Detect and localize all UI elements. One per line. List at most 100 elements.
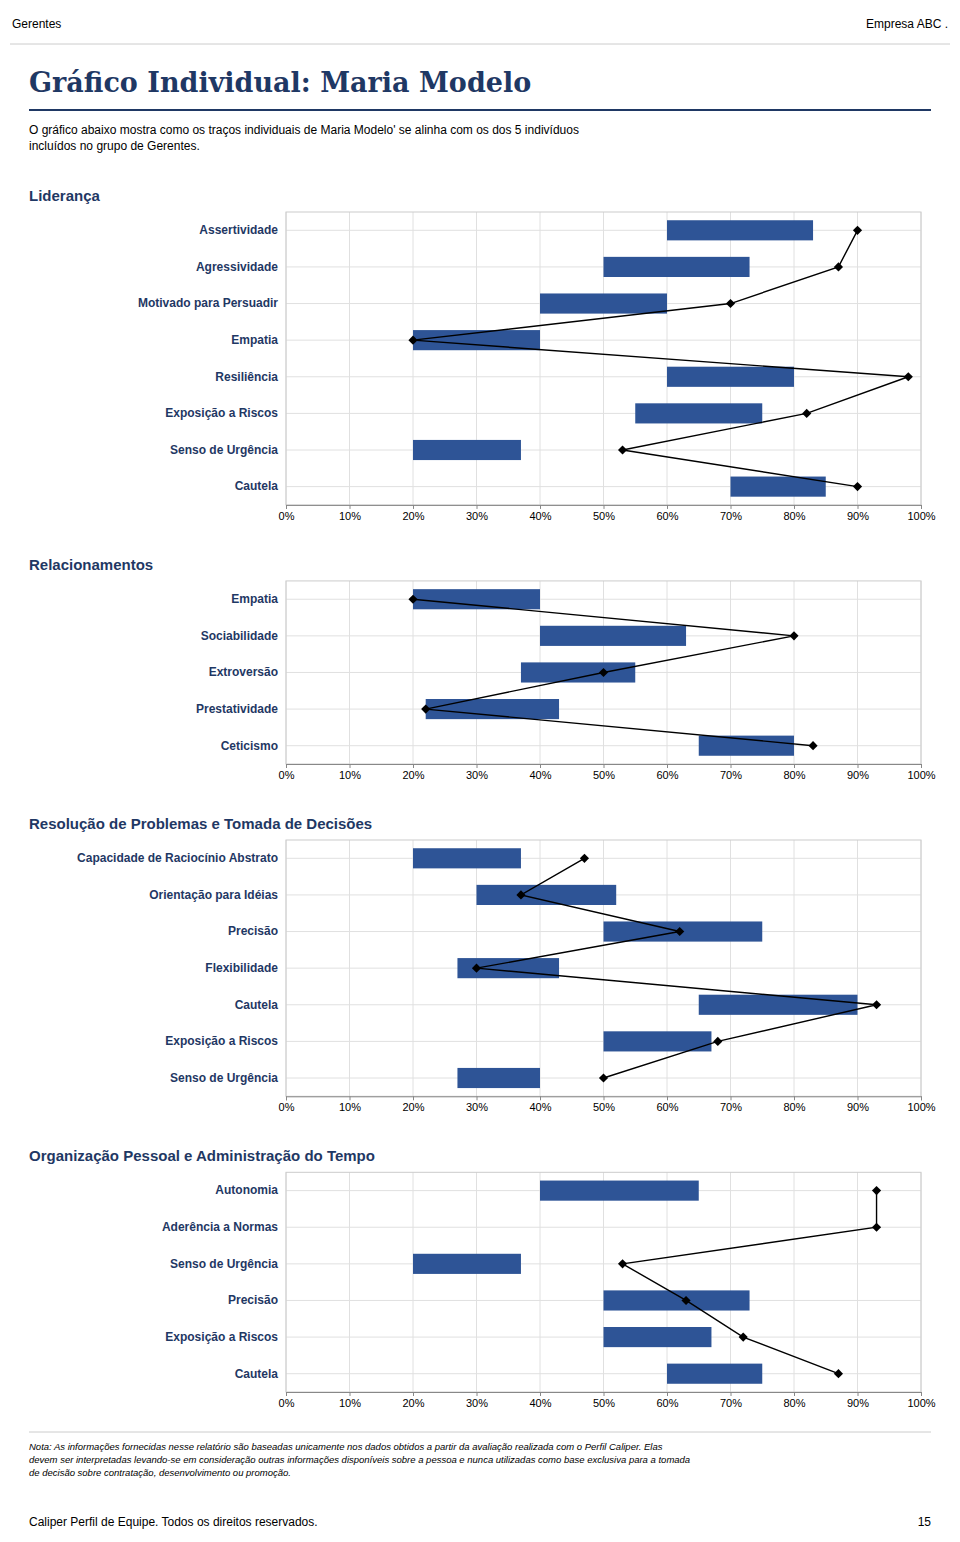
range-bar bbox=[413, 848, 521, 868]
x-tick: 80% bbox=[783, 764, 805, 781]
x-tick-label: 40% bbox=[529, 1101, 551, 1113]
range-bar bbox=[521, 662, 635, 682]
x-tick-label: 0% bbox=[279, 510, 295, 522]
diamond-marker bbox=[834, 1369, 843, 1378]
x-tick-mark bbox=[286, 764, 287, 768]
footer-note-line: Nota: As informações fornecidas nesse re… bbox=[29, 1441, 663, 1452]
diamond-marker bbox=[802, 409, 811, 418]
range-bar bbox=[604, 257, 750, 277]
x-tick-label: 70% bbox=[720, 1397, 742, 1409]
x-tick-mark bbox=[858, 1392, 859, 1396]
x-tick-mark bbox=[858, 505, 859, 509]
header-rule bbox=[10, 44, 950, 45]
grid-line-y bbox=[286, 1227, 921, 1228]
range-bar bbox=[667, 220, 813, 240]
x-tick: 50% bbox=[593, 505, 615, 522]
category-label: Motivado para Persuadir bbox=[138, 296, 278, 310]
title-rule bbox=[29, 109, 931, 111]
x-tick: 60% bbox=[656, 505, 678, 522]
y-axis: Capacidade de Raciocínio AbstratoOrienta… bbox=[77, 851, 278, 1085]
y-tick: Empatia bbox=[231, 592, 278, 606]
x-tick: 60% bbox=[656, 1392, 678, 1409]
x-tick: 80% bbox=[783, 505, 805, 522]
category-label: Exposição a Riscos bbox=[165, 1034, 278, 1048]
x-tick: 60% bbox=[656, 764, 678, 781]
diamond-marker bbox=[872, 1186, 881, 1195]
x-tick-mark bbox=[667, 505, 668, 509]
grid-line-x bbox=[603, 1172, 604, 1392]
grid-line-x bbox=[413, 212, 414, 505]
x-tick: 10% bbox=[339, 1096, 361, 1113]
x-tick-label: 50% bbox=[593, 1397, 615, 1409]
x-axis: 0%10%20%30%40%50%60%70%80%90%100% bbox=[279, 764, 936, 781]
x-axis-line bbox=[287, 1097, 922, 1101]
grid-line-x bbox=[476, 212, 477, 505]
diamond-line bbox=[623, 1191, 877, 1374]
footer-note-line: devem ser interpretadas levando-se em co… bbox=[29, 1454, 690, 1465]
diamond-marker bbox=[408, 336, 417, 345]
diamond-marker bbox=[853, 226, 862, 235]
x-tick-mark bbox=[413, 505, 414, 509]
grid bbox=[286, 1172, 921, 1392]
x-tick-mark bbox=[794, 764, 795, 768]
header-right: Empresa ABC . bbox=[866, 17, 948, 31]
x-tick-label: 80% bbox=[783, 1397, 805, 1409]
x-tick-label: 80% bbox=[783, 1101, 805, 1113]
x-tick: 70% bbox=[720, 1392, 742, 1409]
x-tick-mark bbox=[350, 1392, 351, 1396]
x-tick-label: 10% bbox=[339, 1101, 361, 1113]
x-tick-label: 60% bbox=[656, 769, 678, 781]
section-title: Resolução de Problemas e Tomada de Decis… bbox=[29, 815, 372, 832]
x-tick-label: 70% bbox=[720, 769, 742, 781]
diamond-marker bbox=[872, 1000, 881, 1009]
x-tick-label: 100% bbox=[907, 510, 935, 522]
x-tick-label: 30% bbox=[466, 510, 488, 522]
grid-line-y bbox=[286, 450, 921, 451]
x-tick-label: 20% bbox=[402, 769, 424, 781]
x-tick-label: 30% bbox=[466, 769, 488, 781]
x-tick-label: 50% bbox=[593, 769, 615, 781]
diamond-marker bbox=[472, 964, 481, 973]
range-bar bbox=[457, 1068, 540, 1088]
x-tick-label: 60% bbox=[656, 1397, 678, 1409]
x-tick: 80% bbox=[783, 1392, 805, 1409]
marks bbox=[408, 589, 817, 756]
subtitle: O gráfico abaixo mostra como os traços i… bbox=[29, 123, 579, 153]
y-tick: Flexibilidade bbox=[205, 961, 278, 975]
x-tick: 0% bbox=[279, 505, 295, 522]
x-tick-mark bbox=[540, 1392, 541, 1396]
y-tick: Ceticismo bbox=[221, 739, 278, 753]
y-tick: Cautela bbox=[235, 998, 279, 1012]
y-tick: Empatia bbox=[231, 333, 278, 347]
x-axis-line bbox=[287, 1393, 922, 1397]
page: GerentesEmpresa ABC .Gráfico Individual:… bbox=[0, 0, 960, 1542]
x-tick: 100% bbox=[907, 764, 935, 781]
x-tick: 10% bbox=[339, 505, 361, 522]
grid-line-y bbox=[286, 1373, 921, 1374]
y-tick: Senso de Urgência bbox=[170, 1257, 278, 1271]
x-tick-mark bbox=[858, 764, 859, 768]
category-label: Cautela bbox=[235, 479, 279, 493]
category-label: Aderência a Normas bbox=[162, 1220, 278, 1234]
range-bar bbox=[457, 958, 559, 978]
x-tick-label: 80% bbox=[783, 510, 805, 522]
grid-line-y bbox=[286, 709, 921, 710]
plot-frame bbox=[286, 840, 921, 1096]
x-tick-label: 90% bbox=[847, 1101, 869, 1113]
y-tick: Extroversão bbox=[209, 665, 278, 679]
diamond-line bbox=[477, 858, 877, 1078]
x-tick-label: 80% bbox=[783, 769, 805, 781]
x-tick: 30% bbox=[466, 505, 488, 522]
x-tick-label: 40% bbox=[529, 1397, 551, 1409]
x-tick-label: 40% bbox=[529, 769, 551, 781]
range-bar bbox=[426, 699, 559, 719]
y-tick: Exposição a Riscos bbox=[165, 406, 278, 420]
subtitle-line: incluídos no grupo de Gerentes. bbox=[29, 139, 200, 153]
category-label: Flexibilidade bbox=[205, 961, 278, 975]
chart-section: Relacionamentos0%10%20%30%40%50%60%70%80… bbox=[29, 556, 936, 781]
grid-line-x bbox=[667, 1172, 668, 1392]
main-title: Gráfico Individual: Maria Modelo bbox=[29, 67, 531, 98]
x-tick-label: 10% bbox=[339, 510, 361, 522]
y-axis: EmpatiaSociabilidadeExtroversãoPrestativ… bbox=[196, 592, 278, 752]
x-tick: 70% bbox=[720, 505, 742, 522]
